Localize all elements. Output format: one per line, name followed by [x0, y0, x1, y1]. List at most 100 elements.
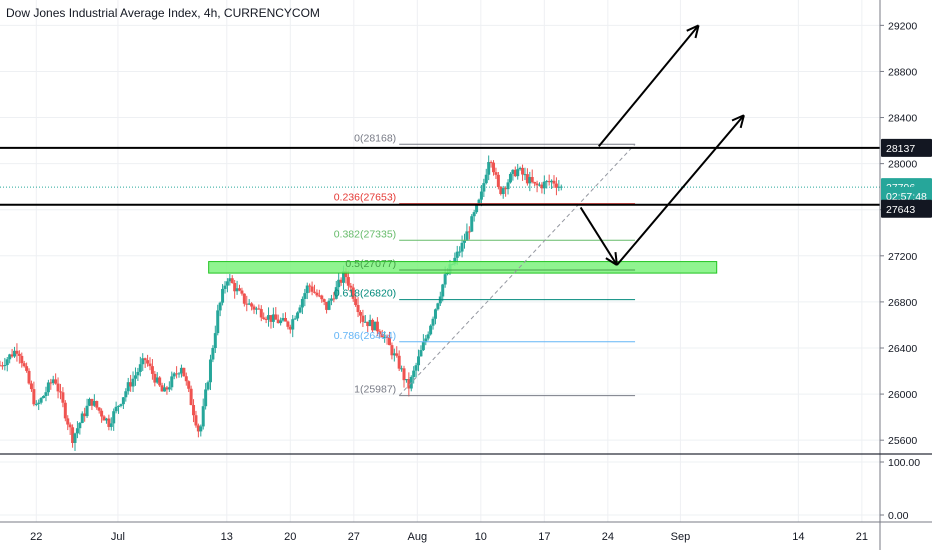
candle-body [242, 293, 246, 304]
candle-body [332, 298, 336, 300]
candle-body [281, 317, 285, 321]
candle-body [528, 177, 532, 184]
candle-body [346, 277, 350, 286]
projection-arrow-line [616, 114, 745, 266]
candle-body [453, 257, 457, 265]
support-zone[interactable] [208, 261, 718, 274]
candle-body [46, 382, 50, 393]
candle-body [49, 382, 53, 384]
candle-body [223, 285, 227, 289]
candle-body [523, 174, 527, 176]
candle-body [513, 169, 517, 177]
candle-body [288, 326, 292, 330]
price-tick-label: 26800 [888, 297, 917, 309]
candle-body [518, 167, 522, 170]
candle-body [44, 392, 48, 396]
candle-body [489, 162, 493, 164]
candle-body [351, 287, 355, 299]
arrow-head [686, 24, 699, 32]
candle-body [5, 359, 9, 366]
candle-body [383, 336, 387, 338]
candle-body [397, 355, 401, 369]
horizontal-lines[interactable] [0, 146, 880, 206]
projection-arrows[interactable] [579, 24, 745, 266]
candle-body [25, 366, 29, 371]
candle-body [15, 350, 19, 354]
candle-body [460, 242, 464, 252]
candle-body [329, 298, 333, 301]
candle-body [286, 321, 290, 327]
candle-body [117, 405, 121, 407]
candle-body [325, 301, 329, 310]
candle-body [61, 392, 65, 403]
candle-body [378, 331, 382, 334]
price-badge [881, 138, 932, 157]
candle-body [390, 345, 394, 356]
candle-body [17, 353, 21, 356]
price-badge [881, 199, 932, 218]
candle-body [233, 283, 237, 292]
candle-body [283, 317, 287, 322]
candle-body [192, 405, 196, 416]
price-tick-label: 28800 [888, 66, 917, 78]
candle-body [109, 423, 113, 427]
candle-body [184, 376, 188, 382]
candle-body [163, 387, 167, 392]
candle-body [317, 295, 321, 297]
candle-body [349, 285, 353, 288]
candle-body [441, 284, 445, 297]
candle-body [291, 319, 295, 330]
candle-body [104, 418, 108, 421]
fib-level-label: 0.618(26820) [334, 288, 396, 300]
candle-body [80, 413, 84, 423]
candle-body [504, 188, 508, 190]
candle-body [196, 425, 200, 432]
candle-body [499, 187, 503, 195]
candle-body [187, 381, 191, 389]
fibonacci-retracement[interactable]: 0(28168) 0.236(27653) 0.382(27335) 0.5(2707… [334, 132, 636, 397]
candle-body [339, 279, 343, 283]
candle-body [78, 422, 82, 429]
candle-body [10, 354, 14, 357]
candle-body [545, 181, 549, 183]
candle-body [414, 365, 418, 371]
candle-body [361, 315, 365, 322]
candle-body [92, 401, 96, 406]
candle-body [20, 355, 24, 364]
candle-body [51, 379, 55, 384]
price-tick-label: 28000 [888, 159, 917, 171]
fib-level-label: 0(28168) [354, 132, 396, 144]
candle-body [158, 377, 162, 386]
arrow-head [605, 257, 618, 266]
candle-body [131, 378, 135, 387]
candle-body [426, 334, 430, 339]
candle-body [320, 295, 324, 300]
candle-body [221, 288, 225, 303]
candle-body [419, 350, 423, 357]
candle-body [167, 387, 171, 390]
candle-body [126, 382, 130, 392]
candle-body [136, 371, 140, 376]
fib-level-label: 1(25987) [354, 384, 396, 396]
candle-body [475, 204, 479, 213]
time-tick-label: 20 [284, 531, 296, 543]
candle-body [179, 367, 183, 374]
chart-title: Dow Jones Industrial Average Index, 4h, … [6, 6, 320, 20]
candle-body [516, 169, 520, 177]
candle-body [274, 314, 278, 320]
candle-body [300, 298, 304, 308]
candle-body [279, 320, 283, 324]
candle-body [494, 172, 498, 175]
candle-body [194, 415, 198, 426]
candle-body [112, 411, 116, 424]
candle-body [344, 271, 348, 278]
candle-body [182, 367, 186, 377]
price-badge-label: 28137 [886, 143, 915, 155]
candle-body [250, 303, 254, 307]
candle-body [356, 304, 360, 313]
fib-level-label: 0.382(27335) [334, 228, 396, 240]
candle-body [160, 385, 164, 392]
candle-body [375, 321, 379, 332]
candle-body [501, 188, 505, 195]
